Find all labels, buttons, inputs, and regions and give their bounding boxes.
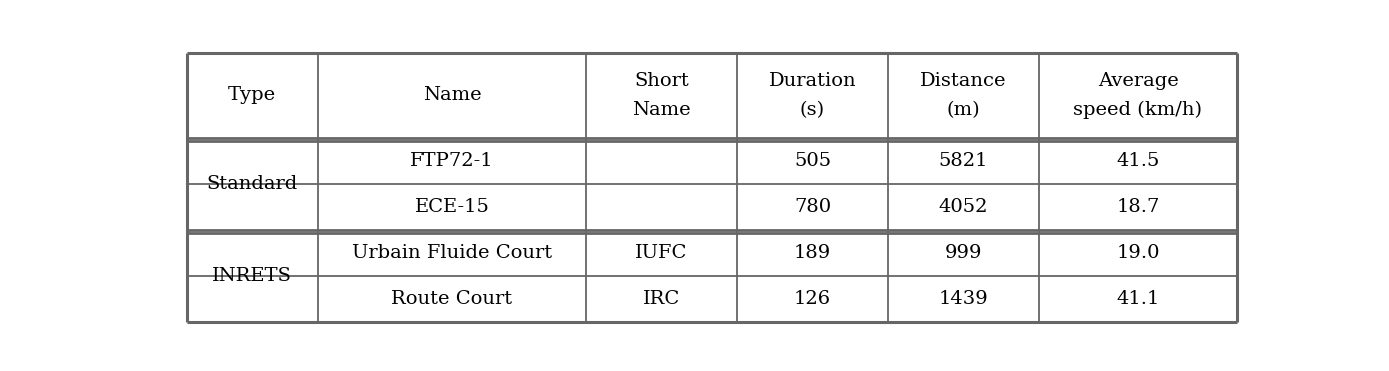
Text: INRETS: INRETS	[213, 267, 292, 285]
Text: ECE-15: ECE-15	[414, 198, 489, 216]
Text: 5821: 5821	[939, 152, 988, 170]
Text: 126: 126	[795, 290, 831, 308]
Text: IUFC: IUFC	[635, 244, 688, 262]
Text: 4052: 4052	[939, 198, 988, 216]
Text: IRC: IRC	[643, 290, 681, 308]
Text: Average
speed (km/h): Average speed (km/h)	[1074, 72, 1203, 119]
Text: FTP72-1: FTP72-1	[410, 152, 494, 170]
Text: Standard: Standard	[207, 175, 297, 193]
Text: Urbain Fluide Court: Urbain Fluide Court	[351, 244, 551, 262]
Text: 41.1: 41.1	[1117, 290, 1160, 308]
Text: Distance
(m): Distance (m)	[920, 72, 1007, 119]
Text: Name: Name	[422, 86, 482, 104]
Text: Short
Name: Short Name	[632, 72, 690, 119]
Text: 41.5: 41.5	[1117, 152, 1160, 170]
Text: 189: 189	[795, 244, 831, 262]
Text: 780: 780	[795, 198, 831, 216]
Text: 19.0: 19.0	[1117, 244, 1160, 262]
Text: 999: 999	[945, 244, 982, 262]
Text: Route Court: Route Court	[392, 290, 513, 308]
Text: 1439: 1439	[939, 290, 988, 308]
Text: 18.7: 18.7	[1117, 198, 1160, 216]
Text: Duration
(s): Duration (s)	[768, 72, 856, 119]
Text: Type: Type	[228, 86, 276, 104]
Text: 505: 505	[795, 152, 831, 170]
